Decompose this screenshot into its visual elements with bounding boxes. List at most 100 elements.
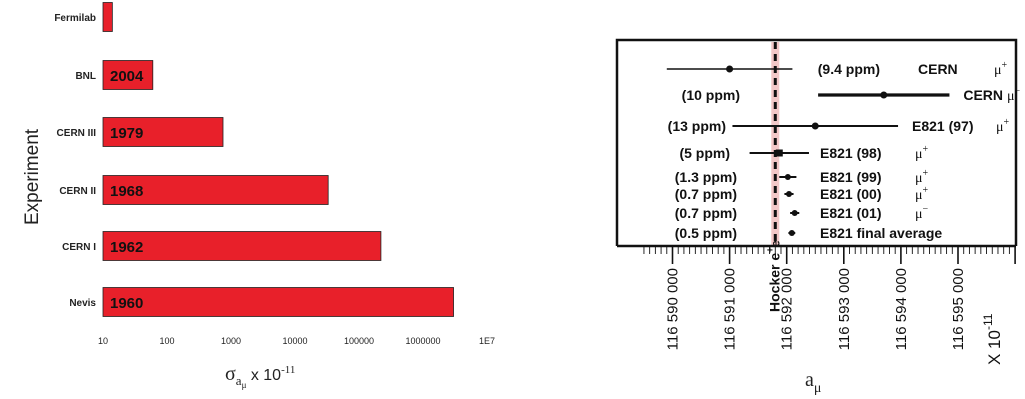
precision-label: (0.5 ppm) bbox=[675, 225, 737, 241]
experiment-label: E821 (01) bbox=[820, 205, 881, 221]
category-label: Fermilab bbox=[54, 13, 96, 24]
bars: 2004 1979 1968 1962 1960 bbox=[102, 2, 454, 317]
particle-charge: − bbox=[1015, 86, 1021, 97]
reference-label-sub: e bbox=[768, 240, 782, 247]
x-axis-label: aμ bbox=[805, 369, 821, 396]
bar-label: 1962 bbox=[110, 239, 143, 256]
x-tick-labels: 10 100 1000 10000 100000 1000000 1E7 bbox=[98, 336, 495, 346]
experiment-label: CERN bbox=[918, 61, 958, 77]
particle-label: μ+ bbox=[915, 144, 929, 162]
x-label-exponent: -11 bbox=[281, 364, 295, 376]
particle-charge: + bbox=[1004, 117, 1010, 128]
category-labels: Fermilab BNL CERN III CERN II CERN I Nevis bbox=[54, 13, 96, 309]
particle-charge: + bbox=[1002, 60, 1008, 71]
particle-symbol: μ bbox=[994, 63, 1002, 78]
measurements: (9.4 ppm) CERN μ+(10 ppm) CERN μ−(13 ppm) E82… bbox=[666, 60, 1021, 241]
y-axis-label: Experiment bbox=[22, 128, 43, 225]
bar bbox=[102, 175, 329, 205]
bar-label: 2004 bbox=[110, 68, 144, 85]
precision-label: (13 ppm) bbox=[668, 118, 726, 134]
x-label-sub: μ bbox=[814, 381, 822, 396]
x-tick-label: 116 591 000 bbox=[722, 268, 739, 350]
x-tick-label: 100000 bbox=[344, 336, 374, 346]
particle-symbol: μ bbox=[915, 171, 923, 186]
data-point bbox=[788, 230, 795, 236]
particle-label: μ+ bbox=[994, 60, 1008, 78]
data-point bbox=[791, 210, 798, 216]
data-point bbox=[785, 191, 792, 197]
scale-label: X 10-11 bbox=[981, 313, 1004, 365]
x-label-main: a bbox=[805, 369, 814, 391]
bar-label: 1960 bbox=[110, 295, 143, 312]
precision-label: (5 ppm) bbox=[679, 145, 730, 161]
category-label: CERN III bbox=[57, 128, 97, 139]
bar bbox=[102, 60, 154, 90]
precision-label: (10 ppm) bbox=[682, 87, 740, 103]
particle-label: μ− bbox=[915, 204, 929, 222]
particle-charge: + bbox=[923, 185, 929, 196]
frame-border bbox=[615, 38, 1018, 246]
particle-symbol: μ bbox=[996, 120, 1004, 135]
experiment-label: E821 (99) bbox=[820, 169, 881, 185]
particle-symbol: μ bbox=[915, 147, 923, 162]
left-bar-chart: Experiment Fermilab BNL CERN III CERN II CER… bbox=[22, 2, 495, 390]
data-point bbox=[811, 122, 819, 130]
particle-label: μ− bbox=[1007, 86, 1021, 104]
x-tick-label: 10000 bbox=[282, 336, 307, 346]
particle-symbol: μ bbox=[915, 188, 923, 203]
x-tick-label: 116 595 000 bbox=[950, 268, 967, 350]
plot-frame bbox=[615, 38, 1018, 246]
bar bbox=[102, 117, 224, 147]
x-tick-label: 1000 bbox=[221, 336, 241, 346]
bar bbox=[102, 287, 454, 317]
data-point bbox=[726, 65, 734, 73]
x-tick-label: 1E7 bbox=[479, 336, 495, 346]
reference-label: Hocker e+e bbox=[765, 240, 782, 312]
reference-line bbox=[771, 42, 780, 246]
particle-label: μ+ bbox=[915, 168, 929, 186]
scale-exponent: -11 bbox=[981, 313, 995, 330]
experiment-label: E821 final average bbox=[820, 225, 942, 241]
precision-label: (1.3 ppm) bbox=[675, 169, 737, 185]
bar-label: 1979 bbox=[110, 125, 143, 142]
category-label: CERN I bbox=[62, 242, 96, 253]
bar bbox=[102, 231, 382, 261]
x-axis: 116 590 000 116 591 000 116 592 000 116 593… bbox=[617, 240, 1016, 365]
x-tick-label: 100 bbox=[159, 336, 174, 346]
particle-label: μ+ bbox=[915, 185, 929, 203]
category-label: Nevis bbox=[69, 298, 96, 309]
x-tick-label: 116 592 000 bbox=[779, 268, 796, 350]
precision-label: (9.4 ppm) bbox=[818, 61, 880, 77]
x-label-subsub: μ bbox=[242, 380, 247, 390]
experiment-label: E821 (98) bbox=[820, 145, 881, 161]
data-point bbox=[775, 149, 783, 157]
data-point bbox=[880, 91, 888, 99]
experiment-label: CERN bbox=[963, 87, 1003, 103]
bar bbox=[102, 2, 113, 32]
particle-label: μ+ bbox=[996, 117, 1010, 135]
particle-charge: − bbox=[923, 204, 929, 215]
reference-label-sup: + bbox=[765, 247, 776, 253]
x-tick-label: 1000000 bbox=[405, 336, 440, 346]
x-label-sigma: σ bbox=[225, 363, 236, 385]
precision-label: (0.7 ppm) bbox=[675, 186, 737, 202]
category-label: BNL bbox=[75, 71, 96, 82]
x-tick-label: 116 593 000 bbox=[836, 268, 853, 350]
x-label-times: x 10 bbox=[246, 367, 281, 384]
x-tick-label: 116 594 000 bbox=[893, 268, 910, 350]
data-point bbox=[784, 174, 791, 180]
x-tick-label: 10 bbox=[98, 336, 108, 346]
particle-symbol: μ bbox=[915, 207, 923, 222]
particle-charge: + bbox=[923, 144, 929, 155]
right-errorbar-chart: (9.4 ppm) CERN μ+(10 ppm) CERN μ−(13 ppm) E82… bbox=[615, 38, 1021, 396]
particle-charge: + bbox=[923, 168, 929, 179]
precision-label: (0.7 ppm) bbox=[675, 205, 737, 221]
category-label: CERN II bbox=[59, 186, 96, 197]
x-label-sub: a bbox=[236, 373, 242, 388]
experiment-label: E821 (00) bbox=[820, 186, 881, 202]
x-tick-label: 116 590 000 bbox=[665, 268, 682, 350]
particle-symbol: μ bbox=[1007, 89, 1015, 104]
experiment-label: E821 (97) bbox=[912, 118, 973, 134]
bar-label: 1968 bbox=[110, 183, 143, 200]
